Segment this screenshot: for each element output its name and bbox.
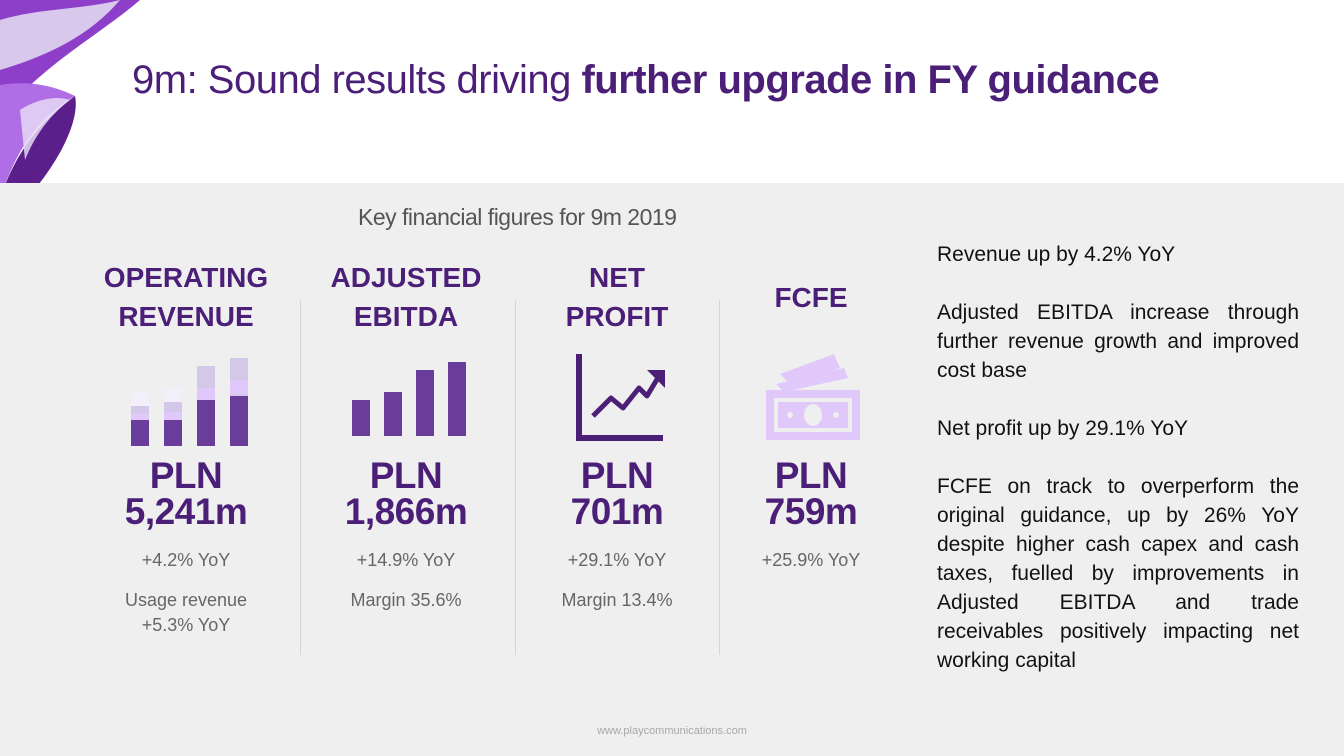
column-divider <box>300 300 301 655</box>
kpi-currency: PLN <box>580 455 654 496</box>
kpi-heading-line: OPERATING <box>103 262 269 293</box>
slide-header: 9m: Sound results driving further upgrad… <box>0 0 1344 203</box>
kpi-heading-line: FCFE <box>774 281 848 313</box>
kpi-note: Margin 35.6% <box>306 588 506 613</box>
kpi-growth: +14.9% YoY <box>356 550 456 570</box>
brand-swirl-logo <box>0 0 140 203</box>
kpi-heading-line: PROFIT <box>565 301 669 332</box>
commentary-list: Revenue up by 4.2% YoY Adjusted EBITDA i… <box>937 240 1299 704</box>
trend-up-chart-icon <box>576 354 665 441</box>
kpi-value: PLN 5,241m <box>86 455 286 532</box>
kpi-value: PLN 1,866m <box>306 455 506 532</box>
kpi-growth: +25.9% YoY <box>761 550 861 570</box>
kpi-amount: 701m <box>570 491 664 532</box>
kpi-note: Margin 13.4% <box>517 588 717 613</box>
kpi-value: PLN 759m <box>711 455 911 532</box>
column-divider <box>719 300 720 655</box>
kpi-heading-line: EBITDA <box>353 301 459 332</box>
kpi-note: Usage revenue +5.3% YoY <box>86 588 286 638</box>
commentary-item: FCFE on track to overperform the origina… <box>937 475 1299 672</box>
kpi-net-profit: NET PROFIT PLN 701m +29.1% YoY Margin 13… <box>517 258 717 613</box>
kpi-note-line: Usage revenue <box>124 590 248 610</box>
kpi-operating-revenue: OPERATING REVENUE PLN 5,241m +4.2% YoY U… <box>86 258 286 638</box>
kpi-currency: PLN <box>774 455 848 496</box>
kpi-amount: 1,866m <box>344 491 468 532</box>
kpi-currency: PLN <box>149 455 223 496</box>
section-subtitle: Key financial figures for 9m 2019 <box>358 204 677 230</box>
kpi-note-line: Margin 13.4% <box>561 590 673 610</box>
kpi-heading-line: NET <box>589 262 645 293</box>
commentary-item: Net profit up by 29.1% YoY <box>937 417 1189 440</box>
kpi-note-line: Margin 35.6% <box>350 590 462 610</box>
column-divider <box>515 300 516 655</box>
kpi-heading: FCFE <box>711 258 911 336</box>
content-area <box>0 183 1344 756</box>
kpi-amount: 759m <box>764 491 858 532</box>
title-bold: further upgrade in FY guidance <box>581 58 1160 102</box>
kpi-heading: ADJUSTED EBITDA <box>306 258 506 336</box>
kpi-value: PLN 701m <box>517 455 717 532</box>
footer-url: www.playcommunications.com <box>597 725 747 737</box>
kpi-adjusted-ebitda: ADJUSTED EBITDA PLN 1,866m +14.9% YoY Ma… <box>306 258 506 613</box>
commentary-item: Adjusted EBITDA increase through further… <box>937 301 1299 382</box>
commentary-item: Revenue up by 4.2% YoY <box>937 243 1176 266</box>
kpi-fcfe: FCFE PLN 759m +25.9% YoY <box>711 258 911 571</box>
kpi-heading-line: REVENUE <box>118 301 254 332</box>
stacked-bar-chart-icon <box>131 358 248 446</box>
banknotes-icon <box>766 354 860 440</box>
page-title: 9m: Sound results driving further upgrad… <box>132 58 1160 103</box>
kpi-note-line: +5.3% YoY <box>141 615 231 635</box>
bar-chart-icon <box>352 362 466 436</box>
kpi-heading: OPERATING REVENUE <box>86 258 286 336</box>
title-regular: 9m: Sound results driving <box>132 58 582 102</box>
kpi-growth: +4.2% YoY <box>141 550 231 570</box>
kpi-heading-line: ADJUSTED <box>330 262 482 293</box>
kpi-heading: NET PROFIT <box>517 258 717 336</box>
kpi-currency: PLN <box>369 455 443 496</box>
kpi-growth: +29.1% YoY <box>567 550 667 570</box>
kpi-amount: 5,241m <box>124 491 248 532</box>
